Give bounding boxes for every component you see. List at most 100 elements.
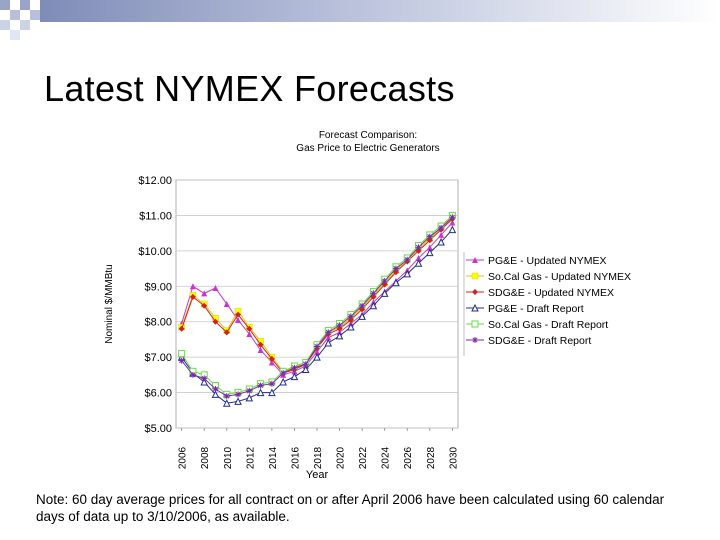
legend-swatch-marker bbox=[471, 303, 479, 312]
legend-label: PG&E - Draft Report bbox=[488, 303, 584, 315]
data-point bbox=[336, 325, 343, 332]
data-point bbox=[369, 301, 378, 310]
data-point bbox=[381, 277, 388, 284]
data-point bbox=[448, 225, 457, 234]
x-tick-label: 2020 bbox=[336, 446, 347, 469]
data-point bbox=[178, 350, 186, 358]
data-point bbox=[212, 318, 219, 325]
x-tick-label: 2026 bbox=[403, 446, 414, 469]
data-point bbox=[403, 269, 412, 278]
data-point bbox=[189, 371, 196, 378]
data-point bbox=[358, 312, 366, 320]
data-point bbox=[404, 256, 411, 263]
data-point bbox=[290, 372, 299, 381]
data-point bbox=[302, 361, 309, 368]
y-tick-label: $6.00 bbox=[144, 388, 172, 400]
data-point bbox=[223, 301, 230, 307]
x-tick-label: 2030 bbox=[448, 446, 459, 469]
data-point bbox=[222, 399, 231, 407]
data-point bbox=[257, 382, 264, 389]
data-point bbox=[223, 329, 230, 336]
y-tick-label: $5.00 bbox=[144, 423, 172, 435]
data-point bbox=[301, 365, 310, 374]
data-point bbox=[245, 393, 254, 402]
data-point bbox=[212, 386, 219, 393]
chart-title: Forecast Comparison: bbox=[319, 130, 417, 141]
legend-swatch-marker bbox=[472, 257, 478, 263]
data-point bbox=[291, 364, 298, 371]
data-point bbox=[235, 316, 242, 323]
x-tick-label: 2014 bbox=[268, 446, 279, 469]
data-point bbox=[234, 397, 242, 405]
data-point bbox=[257, 347, 264, 354]
data-point bbox=[314, 343, 320, 350]
y-tick-label: $12.00 bbox=[138, 175, 172, 187]
data-point bbox=[201, 375, 208, 382]
data-point bbox=[392, 278, 400, 287]
data-point bbox=[268, 380, 275, 387]
slide-title: Latest NYMEX Forecasts bbox=[44, 68, 455, 109]
series-line-4 bbox=[181, 215, 453, 395]
y-tick-label: $8.00 bbox=[144, 317, 172, 329]
data-point bbox=[449, 219, 456, 226]
data-point bbox=[347, 322, 355, 331]
data-point bbox=[437, 237, 445, 246]
legend-swatch-marker bbox=[472, 289, 478, 295]
data-point bbox=[268, 359, 275, 366]
data-point bbox=[438, 231, 445, 238]
data-point bbox=[415, 244, 422, 251]
data-point bbox=[178, 357, 185, 364]
x-tick-label: 2006 bbox=[178, 446, 189, 469]
data-point bbox=[380, 289, 389, 297]
data-point bbox=[246, 325, 253, 332]
data-point bbox=[324, 338, 333, 347]
x-tick-label: 2016 bbox=[290, 446, 301, 469]
data-point bbox=[189, 293, 196, 300]
data-point bbox=[347, 313, 354, 320]
data-point bbox=[336, 322, 343, 329]
data-point bbox=[246, 331, 253, 338]
legend-label: So.Cal Gas - Updated NYMEX bbox=[488, 271, 631, 283]
slide-header-decoration bbox=[0, 0, 720, 40]
legend-swatch-marker bbox=[471, 272, 479, 280]
data-point bbox=[223, 393, 230, 400]
data-point bbox=[200, 377, 209, 386]
legend-swatch-marker bbox=[472, 337, 478, 343]
legend-swatch-marker bbox=[471, 320, 479, 328]
x-tick-label: 2022 bbox=[358, 446, 369, 469]
data-point bbox=[325, 334, 332, 341]
data-point bbox=[178, 325, 185, 332]
data-point bbox=[212, 285, 219, 292]
x-tick-label: 2008 bbox=[200, 446, 211, 469]
x-tick-label: 2018 bbox=[313, 446, 324, 469]
data-point bbox=[426, 244, 433, 251]
data-point bbox=[257, 341, 264, 348]
data-point bbox=[268, 355, 275, 362]
data-point bbox=[449, 214, 456, 221]
data-point bbox=[359, 302, 366, 309]
x-tick-label: 2012 bbox=[245, 446, 256, 469]
data-point bbox=[268, 388, 276, 397]
data-point bbox=[325, 329, 332, 336]
data-point bbox=[201, 302, 208, 309]
data-point bbox=[415, 254, 422, 261]
data-point bbox=[425, 248, 434, 257]
x-tick-label: 2028 bbox=[426, 446, 437, 469]
data-point bbox=[438, 224, 445, 231]
data-point bbox=[235, 391, 242, 398]
data-point bbox=[359, 306, 366, 313]
data-point bbox=[211, 390, 220, 398]
chart-subtitle: Gas Price to Electric Generators bbox=[296, 143, 439, 154]
data-point bbox=[279, 377, 287, 386]
footnote: Note: 60 day average prices for all cont… bbox=[36, 492, 665, 524]
y-tick-label: $10.00 bbox=[138, 246, 172, 258]
data-point bbox=[392, 265, 399, 272]
x-tick-label: 2024 bbox=[381, 446, 392, 469]
data-point bbox=[235, 311, 242, 318]
data-point bbox=[201, 290, 208, 297]
data-point bbox=[335, 331, 344, 340]
data-point bbox=[189, 283, 196, 290]
legend-label: PG&E - Updated NYMEX bbox=[488, 255, 606, 267]
y-tick-label: $7.00 bbox=[144, 352, 172, 364]
forecast-line-chart: Forecast Comparison: Gas Price to Electri… bbox=[104, 130, 631, 481]
